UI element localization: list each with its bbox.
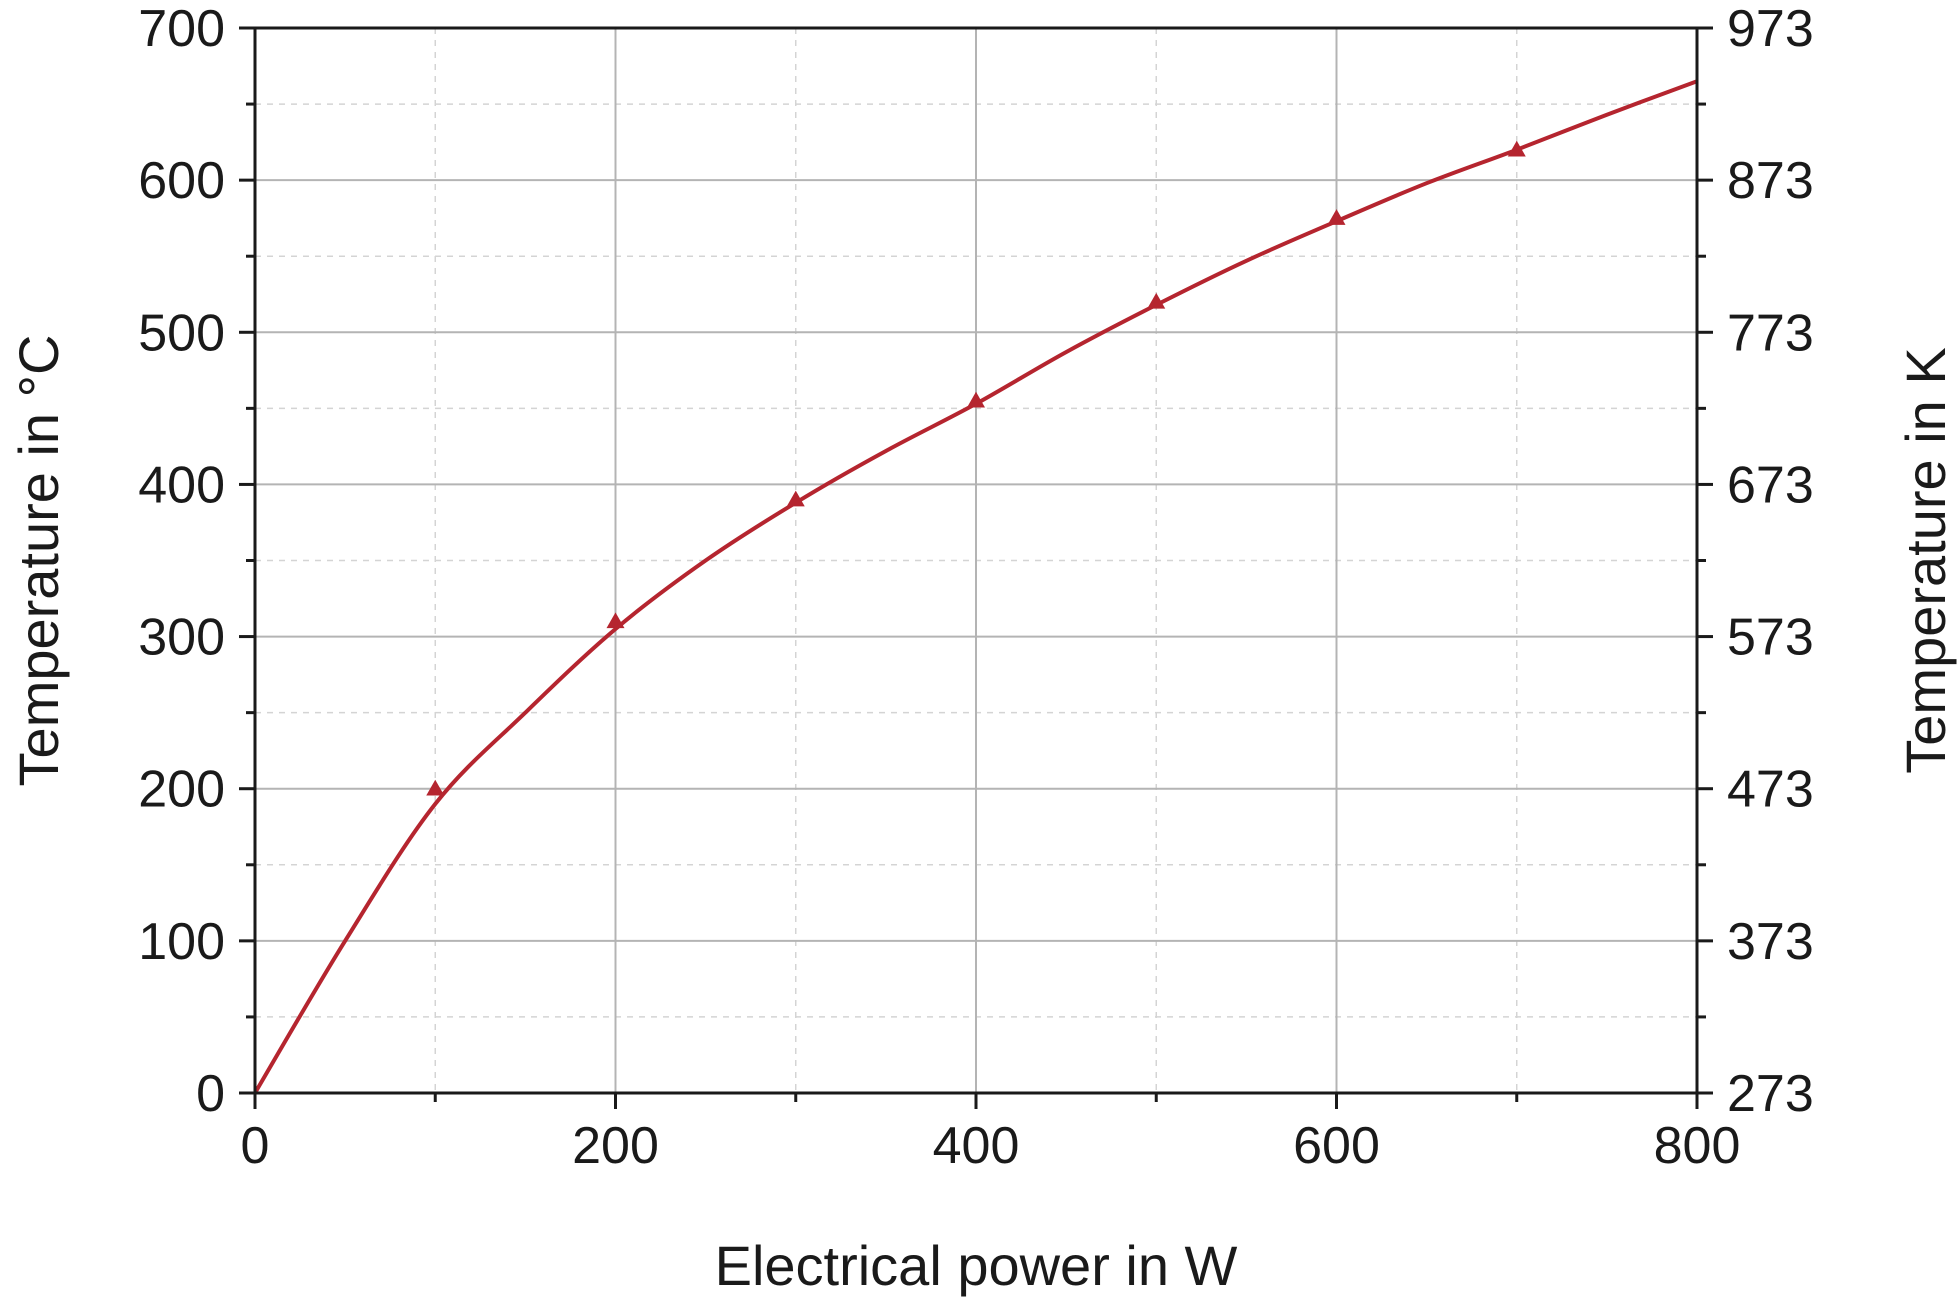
y-right-tick-label: 573 xyxy=(1727,609,1814,667)
y-left-tick-label: 100 xyxy=(138,913,225,971)
y-left-tick-label: 300 xyxy=(138,609,225,667)
measured-points-series xyxy=(426,140,1526,796)
y-left-tick-label: 200 xyxy=(138,761,225,819)
data-point-triangle xyxy=(606,612,625,629)
data-point-triangle xyxy=(426,779,445,796)
axis-ticks xyxy=(239,26,1713,1109)
y-right-tick-label: 373 xyxy=(1727,913,1814,971)
y-axis-right-title: Temperature in K xyxy=(1894,347,1957,773)
tick-labels: 0 200 400 600 800 0 100 200 300 400 500 600 700 273 37… xyxy=(138,0,1814,1175)
y-right-tick-label: 973 xyxy=(1727,0,1814,58)
y-right-tick-label: 873 xyxy=(1727,152,1814,210)
x-tick-label: 400 xyxy=(933,1117,1020,1175)
y-left-tick-label: 700 xyxy=(138,0,225,58)
y-axis-left-title: Temperature in °C xyxy=(7,335,70,787)
x-tick-label: 200 xyxy=(572,1117,659,1175)
y-right-tick-label: 473 xyxy=(1727,761,1814,819)
data-point-triangle xyxy=(1147,292,1166,309)
data-point-triangle xyxy=(1507,140,1526,157)
x-tick-label: 600 xyxy=(1293,1117,1380,1175)
x-tick-label: 800 xyxy=(1654,1117,1741,1175)
x-axis-title: Electrical power in W xyxy=(715,1234,1238,1297)
x-tick-label: 0 xyxy=(241,1117,270,1175)
major-grid xyxy=(255,28,1697,1093)
minor-grid xyxy=(255,28,1697,1093)
y-left-tick-label: 600 xyxy=(138,152,225,210)
y-right-tick-label: 273 xyxy=(1727,1065,1814,1123)
fit-curve xyxy=(253,79,1698,1095)
y-left-tick-label: 400 xyxy=(138,456,225,514)
data-point-triangle xyxy=(967,391,985,408)
y-right-tick-label: 773 xyxy=(1727,304,1814,362)
fit-line-series xyxy=(253,79,1698,1095)
data-point-triangle xyxy=(1327,209,1346,225)
data-point-triangle xyxy=(786,490,805,507)
y-left-tick-label: 0 xyxy=(196,1065,225,1123)
y-left-tick-label: 500 xyxy=(138,304,225,362)
y-right-tick-label: 673 xyxy=(1727,456,1814,514)
